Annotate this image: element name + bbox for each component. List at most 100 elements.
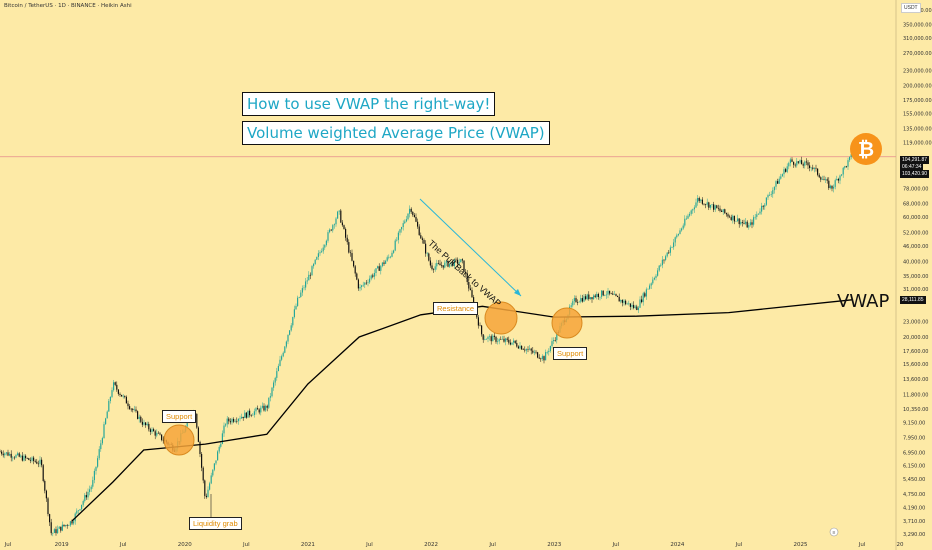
symbol-header[interactable]: Bitcoin / TetherUS · 1D · BINANCE · Heik… [4,3,132,9]
candle-body [631,304,633,307]
candle-body [279,359,281,366]
candle-body [690,210,692,214]
candle-body [33,457,35,462]
candle-body [405,219,407,222]
candle-body [442,265,444,268]
candle-body [660,265,662,266]
candle-body [693,207,695,210]
candle-body [681,228,683,231]
time-tick-label: Jul [611,542,619,548]
candle-body [671,247,673,248]
candle-body [338,210,340,212]
candle-body [733,215,735,222]
candle-body [701,199,703,204]
candle-body [385,260,387,264]
price-tick-label: 230,000.00 [903,68,932,74]
candle-body [349,252,351,254]
candle-body [241,416,243,419]
candle-body [90,486,92,490]
candle-body [202,467,204,481]
candle-body [73,521,75,524]
candle-body [514,340,516,344]
candle-body [234,421,236,422]
candle-body [281,356,283,360]
candle-body [548,350,550,353]
candle-body [15,454,17,458]
candle-body [775,181,777,187]
candle-body [345,229,347,238]
candle-body [847,160,849,167]
candle-body [605,294,607,296]
candle-body [652,279,654,284]
candle-body [428,253,430,261]
candle-body [647,288,649,290]
candle-body [218,446,220,452]
candle-body [645,289,647,297]
price-axis[interactable]: 400,000.00350,000.00310,000.00270,000.00… [903,8,932,538]
candle-body [220,443,222,447]
candle-body [13,457,15,459]
candle-body [556,331,558,341]
candle-body [327,232,329,241]
candle-body [436,263,438,267]
svg-text:≡: ≡ [833,530,836,536]
candle-body [724,209,726,214]
candle-body [789,159,791,164]
candle-body [735,220,737,222]
candle-body [268,397,270,408]
candle-body [677,233,679,236]
candle-body [425,243,427,254]
candle-body [511,342,513,345]
candle-body [831,185,833,189]
candle-body [764,204,766,207]
candle-body [641,299,643,303]
currency-unit[interactable]: USDT [901,3,921,13]
price-tick-label: 68,000.00 [903,201,928,207]
time-tick-label: 20 [897,542,904,548]
candle-body [487,336,489,340]
candle-body [228,418,230,422]
candle-body [799,160,801,163]
candle-body [284,346,286,353]
time-tick-label: 2025 [794,542,808,548]
price-tick-label: 78,000.00 [903,186,928,192]
candle-body [554,340,556,341]
candle-body [578,301,580,303]
candle-body [401,227,403,230]
candle-body [135,409,137,412]
candle-body [231,418,233,423]
candle-body [625,300,627,305]
candle-body [581,298,583,302]
price-tick-label: 23,000.00 [903,320,928,326]
candle-body [530,348,532,351]
candle-body [629,303,631,307]
candle-body [506,338,508,340]
price-tick-label: 350,000.00 [903,23,932,29]
price-tick-label: 60,000.00 [903,215,928,221]
price-tick-label: 270,000.00 [903,51,932,57]
candle-body [458,262,460,264]
candle-body [12,457,14,459]
candle-body [781,174,783,177]
time-cursor-icon[interactable]: ≡ [829,527,839,537]
candle-body [2,453,4,456]
candle-body [812,167,814,169]
time-axis[interactable]: Jul 2019 Jul 2020 Jul 2021 Jul 2022 Jul 2023 Jul 20… [4,542,904,548]
candle-body [778,178,780,184]
candle-body [797,161,799,163]
price-tick-label: 17,600.00 [903,349,928,355]
candle-body [586,294,588,300]
candle-body [663,259,665,261]
candle-body [513,340,515,343]
candle-body [431,265,433,270]
price-tick-label: 10,350.00 [903,407,928,413]
candle-body [0,451,1,453]
candle-body [105,418,107,425]
candle-body [589,297,591,300]
candle-body [573,298,575,302]
candle-body [757,213,759,215]
candle-body [791,159,793,162]
candle-body [668,252,670,254]
